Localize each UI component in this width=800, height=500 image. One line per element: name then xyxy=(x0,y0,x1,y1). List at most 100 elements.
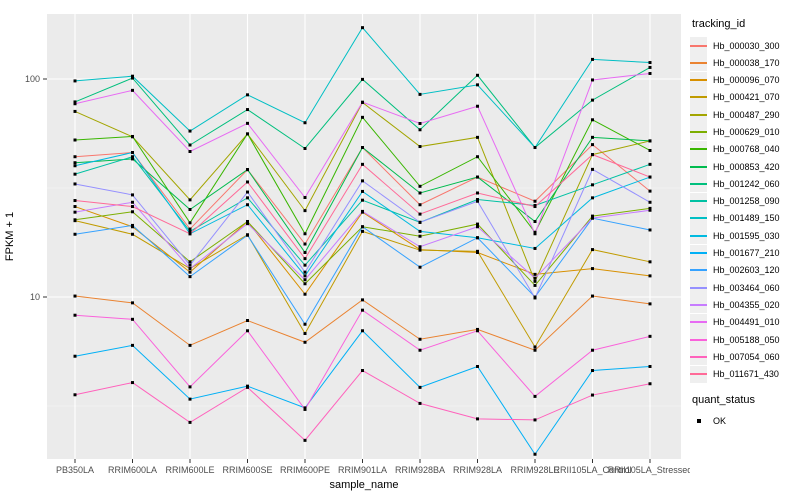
data-point xyxy=(131,343,134,347)
data-point xyxy=(533,283,537,287)
data-point xyxy=(591,153,594,157)
data-point xyxy=(361,77,364,81)
data-point xyxy=(303,332,307,336)
data-point xyxy=(188,343,192,347)
data-point xyxy=(648,206,652,210)
legend-item-label: Hb_004355_020 xyxy=(713,299,780,310)
legend-item-label: Hb_007054_060 xyxy=(713,351,780,362)
legend-line-swatch xyxy=(690,148,707,151)
data-point xyxy=(188,397,192,401)
legend-item-label: Hb_001595_030 xyxy=(713,230,780,241)
data-point xyxy=(476,225,479,229)
data-point xyxy=(591,167,594,171)
data-point xyxy=(131,157,134,161)
data-point xyxy=(591,57,594,61)
data-point xyxy=(533,246,537,250)
data-point xyxy=(246,180,249,184)
data-point xyxy=(131,317,134,321)
x-tick-label: RRIM928BA xyxy=(395,465,445,475)
data-point xyxy=(246,93,249,97)
legend-key-box xyxy=(690,348,707,366)
data-point xyxy=(188,385,192,389)
legend-item-Hb_000768_040: Hb_000768_040 xyxy=(690,140,798,158)
data-point xyxy=(303,146,307,150)
data-point xyxy=(648,228,652,232)
data-point xyxy=(246,222,249,226)
data-point xyxy=(476,155,479,159)
data-point xyxy=(476,199,479,203)
data-point xyxy=(188,149,192,153)
data-point xyxy=(131,210,134,214)
data-point xyxy=(476,135,479,139)
x-tick-label: PB350LA xyxy=(56,465,94,475)
data-point xyxy=(361,308,364,312)
data-point xyxy=(591,393,594,397)
data-point xyxy=(648,175,652,179)
data-point xyxy=(246,108,249,112)
data-point xyxy=(476,417,479,421)
legend-line-swatch xyxy=(690,79,707,82)
data-point xyxy=(303,278,307,282)
legend-key-box xyxy=(690,227,707,245)
data-point xyxy=(188,221,192,225)
legend-key-box xyxy=(690,158,707,176)
legend-key-box xyxy=(690,175,707,193)
data-point xyxy=(246,168,249,172)
data-point xyxy=(476,104,479,108)
legend-line-swatch xyxy=(690,321,707,324)
data-point xyxy=(418,121,422,125)
x-tick-label: RRIM600PE xyxy=(280,465,330,475)
data-point xyxy=(361,229,364,233)
legend-key-box xyxy=(690,279,707,297)
data-point xyxy=(131,151,134,155)
data-point xyxy=(591,214,594,218)
legend-line-swatch xyxy=(690,338,707,341)
data-point xyxy=(591,369,594,373)
data-point xyxy=(591,216,594,220)
data-point xyxy=(303,121,307,125)
data-point xyxy=(73,210,77,214)
data-point xyxy=(246,132,249,136)
data-point xyxy=(533,205,537,209)
data-point xyxy=(73,172,77,176)
data-point xyxy=(418,401,422,405)
data-point xyxy=(418,145,422,149)
data-point xyxy=(188,260,192,264)
data-point xyxy=(73,164,77,168)
data-point xyxy=(73,109,77,113)
legend-line-swatch xyxy=(690,217,707,220)
data-point xyxy=(361,225,364,229)
data-point xyxy=(303,407,307,411)
data-point xyxy=(73,182,77,186)
data-point xyxy=(131,76,134,80)
legend-item-label: Hb_000487_290 xyxy=(713,109,780,120)
legend-line-swatch xyxy=(690,303,707,306)
data-point xyxy=(591,98,594,102)
legend-items-tracking-id: Hb_000030_300 Hb_000038_170 Hb_000096_070 H… xyxy=(690,37,798,383)
legend-line-swatch xyxy=(690,182,707,185)
data-point xyxy=(303,282,307,286)
data-point xyxy=(476,329,479,333)
data-point xyxy=(533,394,537,398)
data-point xyxy=(188,263,192,267)
data-point xyxy=(418,203,422,207)
legend-key-box xyxy=(690,261,707,279)
data-point xyxy=(361,298,364,302)
data-point xyxy=(131,88,134,92)
data-point xyxy=(188,275,192,279)
data-point xyxy=(591,183,594,187)
legend-item-Hb_000629_010: Hb_000629_010 xyxy=(690,123,798,141)
data-point xyxy=(476,364,479,368)
legend-key-box xyxy=(690,54,707,72)
data-point xyxy=(418,220,422,224)
legend-item-label: Hb_011671_430 xyxy=(713,369,779,380)
data-point xyxy=(73,138,77,142)
data-point xyxy=(73,79,77,83)
legend-item-label: Hb_001258_090 xyxy=(713,196,780,207)
data-point xyxy=(131,232,134,236)
data-point xyxy=(591,294,594,298)
data-point xyxy=(533,452,537,456)
data-point xyxy=(188,198,192,202)
data-point xyxy=(648,71,652,75)
